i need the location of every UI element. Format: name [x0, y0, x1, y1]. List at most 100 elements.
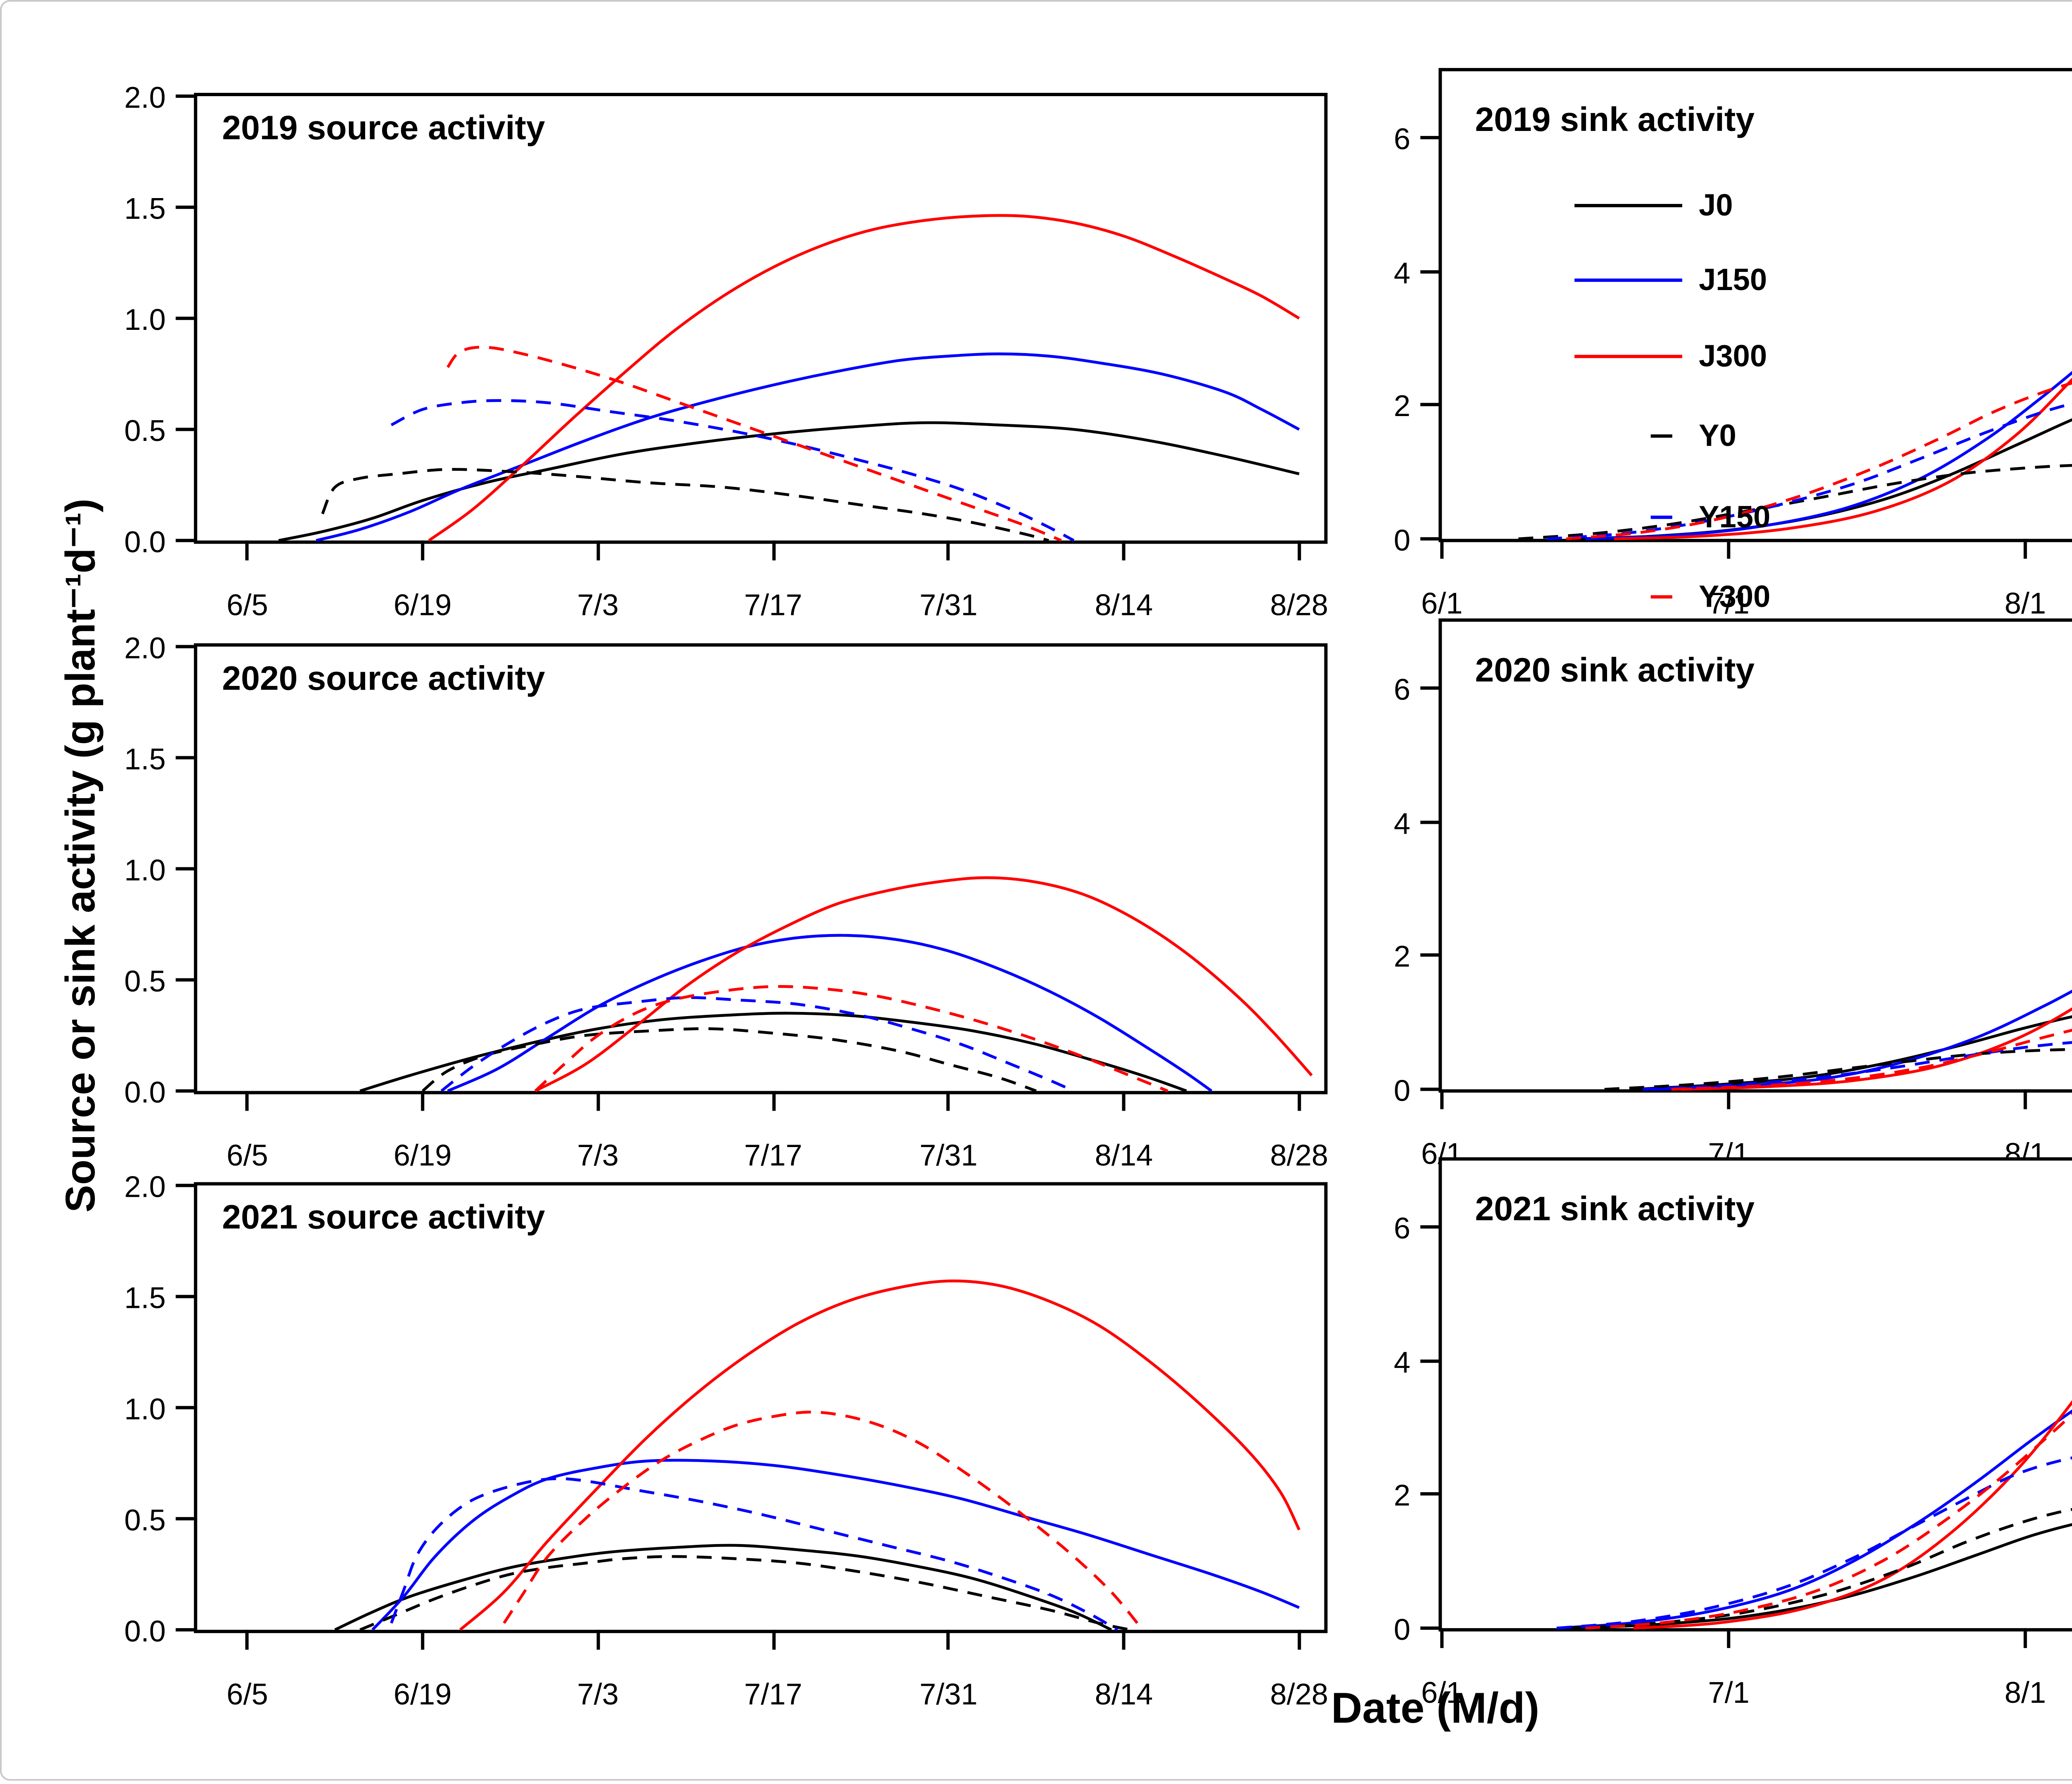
- series-line-Y150: [441, 996, 1075, 1092]
- y-tick-label: 6: [1394, 123, 1411, 157]
- y-tick-label: 0: [1394, 1074, 1411, 1108]
- series-line-Y300: [446, 346, 1062, 542]
- x-tick-label: 8/1: [2004, 587, 2046, 620]
- panel-2020-source-activity: 2020 source activity 0.0 0.5 1.0 1.5 2.0 6/5 6/…: [124, 633, 1328, 1170]
- y-tick: [175, 94, 194, 98]
- legend-swatch-J0: [1574, 204, 1682, 208]
- legend-label-J0: J0: [1699, 187, 1733, 223]
- x-tick: [771, 1091, 775, 1111]
- x-tick-label: 7/3: [577, 1139, 619, 1172]
- series-line-J300: [1681, 1007, 2072, 1091]
- x-tick: [1727, 1089, 1731, 1109]
- y-tick-label: 2.0: [124, 632, 166, 665]
- x-tick: [421, 1091, 424, 1111]
- series-line-Y0: [1566, 1508, 2072, 1630]
- series-line-J300: [1633, 1400, 2072, 1630]
- series-line-J150: [316, 352, 1300, 542]
- y-tick-label: 1.5: [124, 743, 166, 776]
- x-tick-label: 7/17: [744, 1677, 802, 1711]
- x-tick: [946, 1629, 950, 1650]
- x-tick-label: 7/3: [577, 588, 619, 622]
- y-axis-label: Source or sink activity (g plant⁻¹d⁻¹): [58, 499, 104, 1213]
- series-line-J0: [278, 421, 1300, 542]
- series-line-Y0: [1518, 464, 2072, 540]
- x-tick: [2024, 1628, 2027, 1648]
- y-tick-label: 0.0: [124, 525, 166, 559]
- series-line-Y0: [359, 1555, 1130, 1632]
- y-tick-label: 6: [1394, 673, 1411, 707]
- x-tick: [946, 1091, 950, 1111]
- x-tick-label: 6/1: [1421, 587, 1463, 620]
- y-tick-label: 2: [1394, 390, 1411, 424]
- x-tick: [771, 540, 775, 561]
- legend-swatch-J150: [1574, 278, 1682, 283]
- y-tick: [175, 206, 194, 209]
- x-tick-label: 7/17: [744, 1139, 802, 1172]
- y-tick: [175, 867, 194, 871]
- x-tick: [421, 540, 424, 561]
- x-tick: [1440, 539, 1444, 559]
- y-tick-label: 2: [1394, 941, 1411, 974]
- legend-label-Y150: Y150: [1699, 499, 1771, 534]
- x-tick-label: 7/1: [1708, 1676, 1750, 1709]
- series-line-Y300: [1585, 1412, 2072, 1630]
- x-tick-label: 7/17: [744, 588, 802, 622]
- series-line-Y150: [390, 399, 1075, 542]
- x-tick: [1297, 1091, 1301, 1111]
- x-tick: [245, 540, 249, 561]
- series-line-J0: [359, 1012, 1187, 1092]
- y-tick-label: 1.0: [124, 1392, 166, 1426]
- y-tick: [1420, 537, 1439, 541]
- legend-label-J300: J300: [1699, 338, 1767, 373]
- panel-2021-source-activity: 2021 source activity 0.0 0.5 1.0 1.5 2.0 6/5 6/…: [124, 1172, 1328, 1709]
- x-tick-label: 8/1: [2004, 1676, 2046, 1709]
- y-tick-label: 0.5: [124, 414, 166, 448]
- y-tick: [175, 645, 194, 649]
- y-tick-label: 4: [1394, 257, 1411, 290]
- panel-title: 2021 source activity: [222, 1198, 545, 1237]
- curves-svg: [1556, 1400, 2072, 1630]
- y-tick-label: 1.5: [124, 1281, 166, 1315]
- x-tick-label: 7/3: [577, 1677, 619, 1711]
- legend-swatch-Y300: [1651, 595, 1673, 599]
- legend-label-J150: J150: [1699, 262, 1767, 297]
- y-tick: [1420, 270, 1439, 274]
- x-tick: [421, 1629, 424, 1650]
- y-tick: [175, 756, 194, 760]
- x-tick: [245, 1629, 249, 1650]
- x-tick-label: 6/5: [226, 1139, 268, 1172]
- y-tick: [175, 1295, 194, 1298]
- x-tick: [2024, 1089, 2027, 1109]
- x-tick: [771, 1629, 775, 1650]
- x-tick: [596, 1091, 600, 1111]
- x-tick: [1122, 540, 1126, 561]
- series-line-J0: [334, 1544, 1112, 1631]
- y-tick: [175, 1517, 194, 1520]
- series-line-J300: [535, 876, 1313, 1092]
- series-line-J300: [459, 1279, 1301, 1631]
- x-tick-label: 7/31: [919, 1677, 978, 1711]
- x-tick-label: 8/14: [1094, 588, 1153, 622]
- y-tick: [1420, 1493, 1439, 1496]
- series-line-Y0: [421, 1027, 1037, 1092]
- y-tick-label: 0.5: [124, 965, 166, 998]
- x-tick: [2024, 539, 2027, 559]
- panel-2019-source-activity: 2019 source activity 0.0 0.5 1.0 1.5 2.0 6/5 6/…: [124, 83, 1328, 620]
- curves-svg: [1518, 371, 2072, 540]
- x-tick: [1122, 1091, 1126, 1111]
- x-tick: [1297, 540, 1301, 561]
- y-tick: [1420, 403, 1439, 407]
- curves-svg: [334, 1279, 1301, 1632]
- series-line-J150: [1652, 990, 2072, 1091]
- y-tick-label: 2.0: [124, 81, 166, 115]
- series-line-J0: [1576, 1523, 2072, 1630]
- y-tick: [1420, 1225, 1439, 1229]
- x-tick-label: 6/19: [393, 588, 452, 622]
- y-tick-label: 4: [1394, 1346, 1411, 1380]
- series-line-Y300: [1671, 1029, 2072, 1091]
- legend-swatch-Y0: [1651, 434, 1673, 438]
- y-tick: [1420, 1359, 1439, 1363]
- x-tick-label: 6/1: [1421, 1676, 1463, 1709]
